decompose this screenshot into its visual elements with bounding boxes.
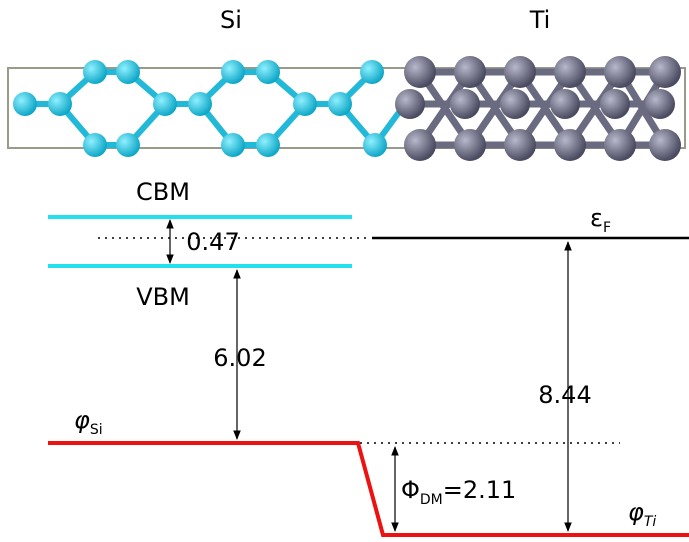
subscript: Ti: [644, 514, 657, 530]
subscript: DM: [420, 492, 443, 508]
gap-label: 0.47: [186, 228, 239, 256]
material-label: Ti: [529, 6, 551, 34]
phi-si-label: φSi: [74, 406, 103, 438]
symbol: φ: [74, 406, 90, 434]
symbol: ε: [590, 204, 603, 232]
ti-offset-label: 8.44: [538, 381, 591, 409]
potential-line: [48, 443, 689, 535]
cbm-label: CBM: [136, 178, 190, 206]
vbm-label: VBM: [136, 283, 190, 311]
phi-dm-label: ΦDM=2.11: [401, 476, 516, 508]
symbol: Φ: [401, 476, 420, 504]
fermi-label: εF: [590, 204, 611, 236]
atomic-structure: [8, 56, 685, 161]
subscript: Si: [90, 422, 103, 438]
phi-ti-label: φTi: [628, 498, 656, 530]
material-label: Si: [220, 6, 242, 34]
band-diagram: Si Ti: [0, 0, 689, 542]
symbol: φ: [628, 498, 644, 526]
value: =2.11: [443, 476, 517, 504]
si-offset-label: 6.02: [213, 344, 266, 372]
subscript: F: [603, 220, 611, 236]
